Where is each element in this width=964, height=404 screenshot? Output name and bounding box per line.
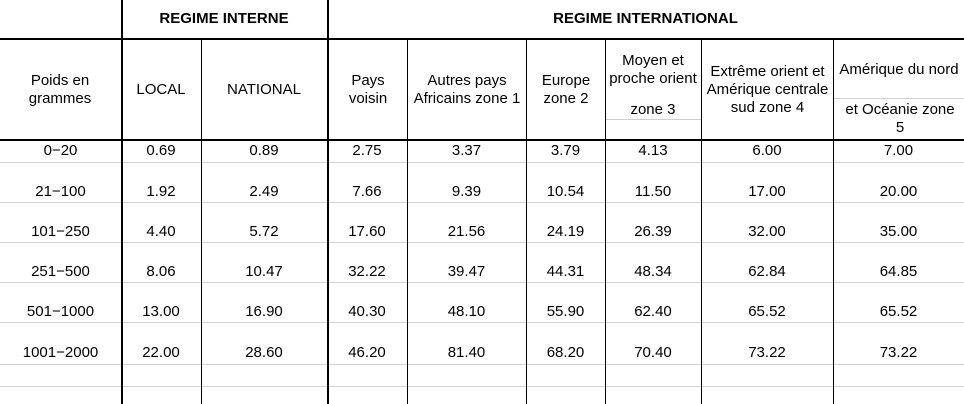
amerique-header: Amérique du nord bbox=[839, 61, 959, 78]
cell-europe: 3.79 bbox=[550, 142, 581, 159]
cell-autres-pays: 21.56 bbox=[447, 223, 486, 240]
cell-national: 5.72 bbox=[249, 223, 279, 240]
cell-moyen-orient: 48.34 bbox=[634, 263, 672, 280]
cell-autres-pays: 3.37 bbox=[451, 142, 482, 159]
cell-extreme-orient: 73.22 bbox=[748, 344, 786, 361]
local-header: LOCAL bbox=[136, 80, 186, 98]
header-divider-bottom bbox=[0, 139, 964, 141]
cell-local: 8.06 bbox=[146, 263, 176, 280]
gridline bbox=[0, 202, 964, 203]
gridline bbox=[0, 242, 964, 243]
cell-moyen-orient: 62.40 bbox=[634, 303, 672, 320]
zone3-header: zone 3 bbox=[630, 101, 676, 118]
regime-international-header: REGIME INTERNATIONAL bbox=[553, 10, 738, 27]
cell-national: 16.90 bbox=[245, 303, 283, 320]
cell-pays-voisin: 7.66 bbox=[352, 183, 382, 200]
cell-poids: 0−20 bbox=[43, 142, 78, 159]
cell-moyen-orient: 26.39 bbox=[634, 223, 672, 240]
regime-interne-header: REGIME INTERNE bbox=[159, 10, 289, 27]
column-border bbox=[407, 38, 408, 404]
cell-amerique: 35.00 bbox=[879, 223, 918, 240]
column-border bbox=[701, 38, 702, 404]
europe-header: Europe zone 2 bbox=[541, 71, 591, 107]
cell-pays-voisin: 32.22 bbox=[348, 263, 386, 280]
cell-local: 0.69 bbox=[146, 142, 176, 159]
cell-extreme-orient: 17.00 bbox=[748, 183, 786, 200]
autres-pays-header: Autres pays Africains zone 1 bbox=[413, 71, 521, 107]
column-border bbox=[201, 38, 202, 404]
pays-voisin-header: Pays voisin bbox=[348, 71, 388, 107]
cell-pays-voisin: 40.30 bbox=[348, 303, 386, 320]
cell-europe: 55.90 bbox=[546, 303, 585, 320]
cell-amerique: 65.52 bbox=[879, 303, 918, 320]
cell-europe: 10.54 bbox=[546, 183, 585, 200]
cell-europe: 24.19 bbox=[546, 223, 585, 240]
zone3-subdivider bbox=[605, 119, 701, 120]
cell-extreme-orient: 62.84 bbox=[748, 263, 786, 280]
column-border bbox=[327, 0, 329, 404]
cell-autres-pays: 48.10 bbox=[447, 303, 486, 320]
cell-moyen-orient: 4.13 bbox=[638, 142, 668, 159]
cell-poids: 101−250 bbox=[31, 223, 90, 240]
cell-national: 28.60 bbox=[245, 344, 283, 361]
cell-extreme-orient: 6.00 bbox=[752, 142, 782, 159]
header-divider-top bbox=[0, 38, 964, 40]
zone5-header: et Océanie zone 5 bbox=[845, 101, 955, 136]
cell-local: 4.40 bbox=[146, 223, 176, 240]
cell-poids: 501−1000 bbox=[26, 303, 95, 320]
cell-local: 13.00 bbox=[142, 303, 180, 320]
cell-extreme-orient: 65.52 bbox=[748, 303, 786, 320]
cell-national: 10.47 bbox=[245, 263, 283, 280]
cell-amerique: 7.00 bbox=[883, 142, 914, 159]
cell-poids: 251−500 bbox=[31, 263, 90, 280]
cell-pays-voisin: 46.20 bbox=[348, 344, 386, 361]
cell-autres-pays: 9.39 bbox=[451, 183, 482, 200]
cell-national: 2.49 bbox=[249, 183, 279, 200]
gridline bbox=[0, 386, 964, 387]
cell-poids: 1001−2000 bbox=[22, 344, 99, 361]
national-header: NATIONAL bbox=[227, 80, 301, 98]
cell-europe: 68.20 bbox=[546, 344, 585, 361]
gridline bbox=[0, 364, 964, 365]
cell-amerique: 20.00 bbox=[879, 183, 918, 200]
cell-local: 1.92 bbox=[146, 183, 176, 200]
cell-pays-voisin: 2.75 bbox=[352, 142, 382, 159]
cell-autres-pays: 39.47 bbox=[447, 263, 486, 280]
cell-autres-pays: 81.40 bbox=[447, 344, 486, 361]
moyen-orient-header: Moyen et proche orient bbox=[609, 52, 697, 87]
cell-europe: 44.31 bbox=[546, 263, 585, 280]
column-border bbox=[833, 38, 834, 404]
gridline bbox=[0, 282, 964, 283]
cell-poids: 21−100 bbox=[35, 183, 86, 200]
column-border bbox=[526, 38, 527, 404]
cell-extreme-orient: 32.00 bbox=[748, 223, 786, 240]
poids-header: Poids en grammes bbox=[28, 72, 92, 107]
column-border bbox=[121, 0, 123, 404]
cell-moyen-orient: 70.40 bbox=[634, 344, 672, 361]
column-border bbox=[605, 38, 606, 404]
cell-pays-voisin: 17.60 bbox=[348, 223, 386, 240]
gridline bbox=[0, 322, 964, 323]
zone5-subdivider bbox=[833, 98, 964, 99]
cell-amerique: 64.85 bbox=[879, 263, 918, 280]
cell-moyen-orient: 11.50 bbox=[634, 183, 672, 200]
gridline bbox=[0, 162, 964, 163]
extreme-orient-header: Extrême orient et Amérique centrale sud … bbox=[706, 62, 829, 116]
cell-amerique: 73.22 bbox=[879, 344, 918, 361]
cell-national: 0.89 bbox=[249, 142, 279, 159]
cell-local: 22.00 bbox=[142, 344, 180, 361]
